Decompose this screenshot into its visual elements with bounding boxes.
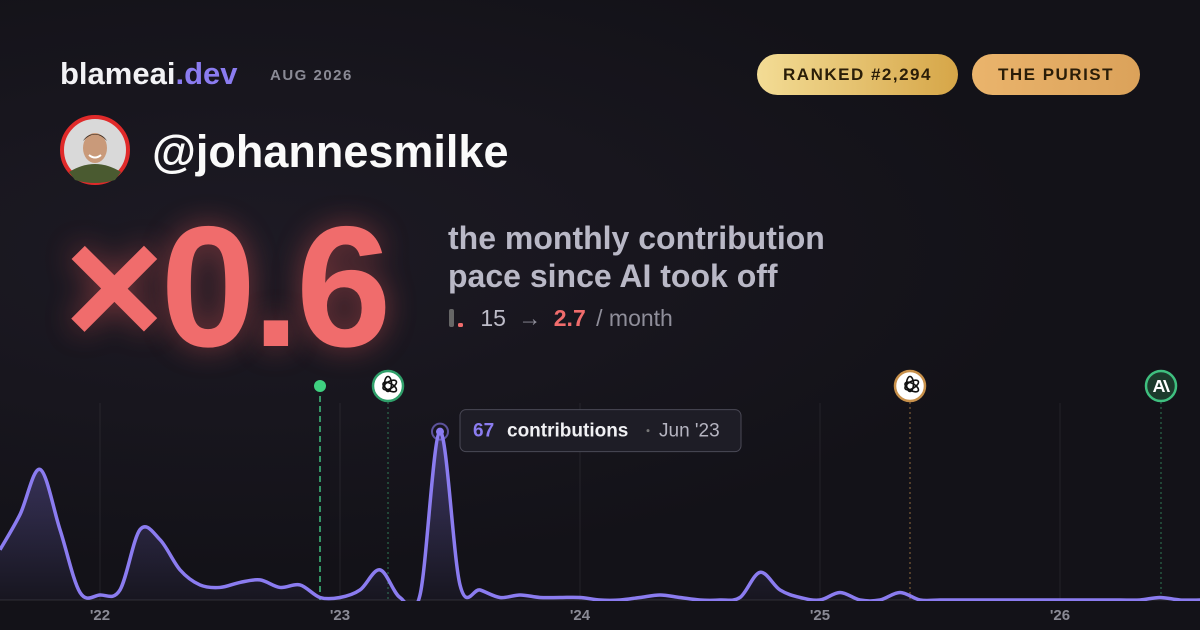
tooltip-value: 67: [473, 421, 494, 442]
badge: THE PURIST: [972, 54, 1140, 95]
event-dot: [314, 380, 326, 392]
x-tick-label: '26: [1050, 607, 1070, 624]
tooltip-separator: [646, 429, 650, 433]
openai-icon: [371, 369, 405, 403]
pace-before: 15: [480, 305, 506, 331]
arrow: →: [518, 305, 542, 331]
brand-suffix: .dev: [175, 56, 238, 91]
anthropic-icon: [1144, 369, 1178, 403]
unit: / month: [596, 305, 673, 331]
highlight-halo: [431, 422, 449, 441]
badge: RANKED #2,294: [757, 54, 958, 95]
x-tick-label: '24: [570, 607, 591, 624]
events: [314, 369, 1178, 600]
description: the monthly contribution pace since AI t…: [448, 219, 825, 295]
brand-name: blameai: [60, 56, 176, 91]
multiplier: ×0.6: [64, 191, 392, 383]
x-tick-label: '22: [90, 607, 110, 624]
area: [0, 431, 1200, 601]
period: AUG 2026: [270, 67, 353, 84]
avatar: [60, 115, 130, 185]
line: [0, 429, 1200, 601]
openai-icon: [893, 369, 927, 403]
username: @johannesmilke: [152, 126, 509, 177]
tooltip-label: contributions: [507, 421, 628, 442]
tooltip-box: [459, 409, 742, 453]
pace-after: 2.7: [553, 305, 586, 331]
pace-summary: 15 → 2.7 / month: [448, 304, 673, 332]
tooltip-date: Jun '23: [659, 421, 720, 442]
description-line: pace since AI took off: [448, 258, 778, 294]
highlight-point: [436, 427, 444, 436]
brand: blameai.dev: [60, 56, 237, 92]
description-line: the monthly contribution: [448, 220, 825, 256]
x-tick-label: '25: [810, 607, 830, 624]
x-tick-label: '23: [330, 607, 350, 624]
pace-icon: [449, 309, 463, 327]
